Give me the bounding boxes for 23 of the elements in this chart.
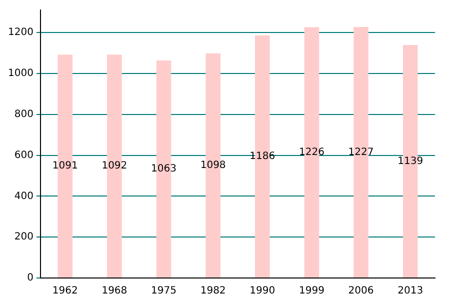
x-tick-label: 1968 <box>102 286 128 297</box>
data-label: 1186 <box>250 151 276 162</box>
data-label: 1098 <box>200 160 226 172</box>
data-label: 1091 <box>52 160 78 172</box>
data-label: 1139 <box>398 156 424 167</box>
x-tick-label: 1975 <box>151 286 176 297</box>
x-tick-label: 1990 <box>250 286 276 297</box>
y-tick-label: 1200 <box>8 27 34 38</box>
y-tick-label: 200 <box>14 232 34 243</box>
data-label: 1226 <box>298 146 324 158</box>
x-tick-label: 1962 <box>52 286 78 297</box>
y-tick-label: 1000 <box>8 68 34 80</box>
x-tick-label: 1982 <box>200 286 226 297</box>
y-tick-label: 0 <box>27 272 34 284</box>
y-tick-label: 600 <box>14 150 34 161</box>
data-label: 1092 <box>102 160 128 172</box>
x-tick-label: 1999 <box>298 286 324 297</box>
y-tick-label: 800 <box>14 108 34 120</box>
x-tick-label: 2006 <box>348 286 374 297</box>
y-tick-label: 400 <box>14 190 34 202</box>
x-tick-label: 2013 <box>398 286 424 297</box>
data-label: 1063 <box>151 164 176 175</box>
data-label: 1227 <box>348 146 374 158</box>
